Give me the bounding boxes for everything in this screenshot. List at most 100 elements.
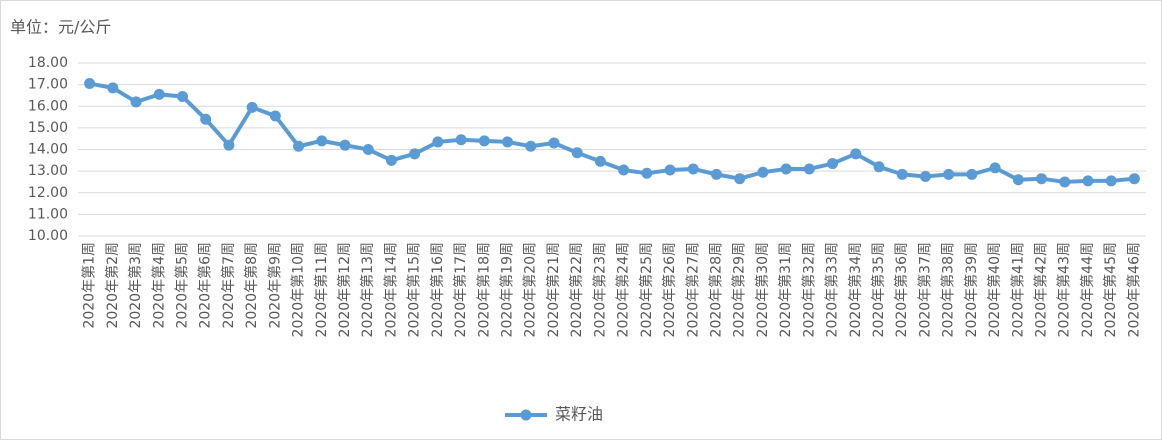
data-point: [525, 140, 537, 152]
x-tick-label: 2020年第26周: [661, 242, 678, 337]
x-tick-label: 2020年第28周: [707, 242, 724, 337]
x-tick-label: 2020年第12周: [336, 242, 353, 337]
data-point: [571, 147, 583, 159]
x-tick-label: 2020年第19周: [499, 242, 516, 337]
x-tick-label: 2020年第3周: [127, 242, 144, 329]
data-point: [1012, 174, 1024, 186]
x-tick-label: 2020年第7周: [220, 242, 237, 329]
data-point: [548, 137, 560, 149]
x-tick-label: 2020年第35周: [870, 242, 887, 337]
x-tick-label: 2020年第6周: [197, 242, 214, 329]
x-tick-label: 2020年第40周: [986, 242, 1003, 337]
data-point: [803, 163, 815, 175]
data-point: [269, 110, 281, 122]
x-tick-label: 2020年第31周: [777, 242, 794, 337]
data-point: [200, 113, 212, 125]
x-tick-label: 2020年第37周: [916, 242, 933, 337]
x-tick-label: 2020年第41周: [1009, 242, 1026, 337]
x-tick-label: 2020年第43周: [1056, 242, 1073, 337]
x-tick-label: 2020年第14周: [382, 242, 399, 337]
data-point: [757, 166, 769, 178]
data-point: [246, 101, 258, 113]
x-tick-label: 2020年第4周: [150, 242, 167, 329]
y-tick-label: 11.00: [28, 206, 68, 222]
data-point: [594, 155, 606, 167]
data-point: [618, 164, 630, 176]
x-tick-label: 2020年第38周: [940, 242, 957, 337]
y-tick-label: 13.00: [28, 163, 68, 179]
x-tick-label: 2020年第11周: [313, 242, 330, 337]
data-point: [780, 163, 792, 175]
x-tick-label: 2020年第39周: [963, 242, 980, 337]
data-point: [687, 163, 699, 175]
data-point: [130, 96, 142, 108]
data-point: [1128, 173, 1140, 185]
x-tick-label: 2020年第24周: [615, 242, 632, 337]
data-point: [84, 78, 96, 90]
data-point: [873, 161, 885, 173]
data-point: [896, 168, 908, 180]
data-point: [1105, 175, 1117, 187]
x-tick-label: 2020年第29周: [731, 242, 748, 337]
x-tick-label: 2020年第33周: [824, 242, 841, 337]
x-tick-label: 2020年第18周: [475, 242, 492, 337]
x-tick-label: 2020年第9周: [266, 242, 283, 329]
data-point: [827, 158, 839, 170]
x-tick-label: 2020年第22周: [568, 242, 585, 337]
data-point: [107, 82, 119, 94]
y-tick-label: 15.00: [28, 120, 68, 136]
data-point: [478, 135, 490, 147]
data-point: [919, 171, 931, 183]
data-point: [409, 148, 421, 160]
legend-marker: [520, 409, 532, 421]
x-tick-label: 2020年第10周: [290, 242, 307, 337]
data-point: [710, 168, 722, 180]
y-tick-label: 12.00: [28, 185, 68, 201]
y-tick-label: 10.00: [28, 228, 68, 244]
x-tick-label: 2020年第25周: [638, 242, 655, 337]
data-point: [1082, 175, 1094, 187]
x-tick-label: 2020年第23周: [591, 242, 608, 337]
data-point: [176, 91, 188, 103]
data-point: [1059, 176, 1071, 188]
series-line: [89, 81, 1135, 184]
x-tick-label: 2020年第45周: [1102, 242, 1119, 337]
data-point: [432, 136, 444, 148]
x-tick-label: 2020年第17周: [452, 242, 469, 337]
data-point: [989, 162, 1001, 174]
data-point: [502, 136, 514, 148]
data-point: [1036, 173, 1048, 185]
x-tick-label: 2020年第27周: [684, 242, 701, 337]
x-tick-label: 2020年第32周: [800, 242, 817, 337]
x-tick-label: 2020年第20周: [522, 242, 539, 337]
data-point: [455, 134, 467, 146]
data-point: [664, 164, 676, 176]
x-tick-label: 2020年第5周: [173, 242, 190, 329]
x-tick-label: 2020年第42周: [1033, 242, 1050, 337]
x-tick-label: 2020年第34周: [847, 242, 864, 337]
x-tick-label: 2020年第2周: [104, 242, 121, 329]
unit-label: 单位：元/公斤: [10, 18, 111, 37]
data-point: [966, 168, 978, 180]
x-tick-label: 2020年第30周: [754, 242, 771, 337]
x-tick-label: 2020年第36周: [893, 242, 910, 337]
x-tick-label: 2020年第15周: [406, 242, 423, 337]
x-tick-label: 2020年第44周: [1079, 242, 1096, 337]
data-point: [850, 148, 862, 160]
data-point: [734, 173, 746, 185]
x-tick-label: 2020年第8周: [243, 242, 260, 329]
data-point: [641, 167, 653, 179]
x-tick-label: 2020年第46周: [1125, 242, 1142, 337]
data-point: [385, 154, 397, 166]
x-tick-label: 2020年第13周: [359, 242, 376, 337]
x-tick-label: 2020年第1周: [81, 242, 98, 329]
x-tick-label: 2020年第21周: [545, 242, 562, 337]
y-tick-label: 18.00: [28, 55, 68, 71]
data-point: [943, 168, 955, 180]
data-point: [153, 88, 165, 100]
data-point: [223, 139, 235, 151]
data-point: [339, 139, 351, 151]
y-tick-label: 14.00: [28, 142, 68, 158]
